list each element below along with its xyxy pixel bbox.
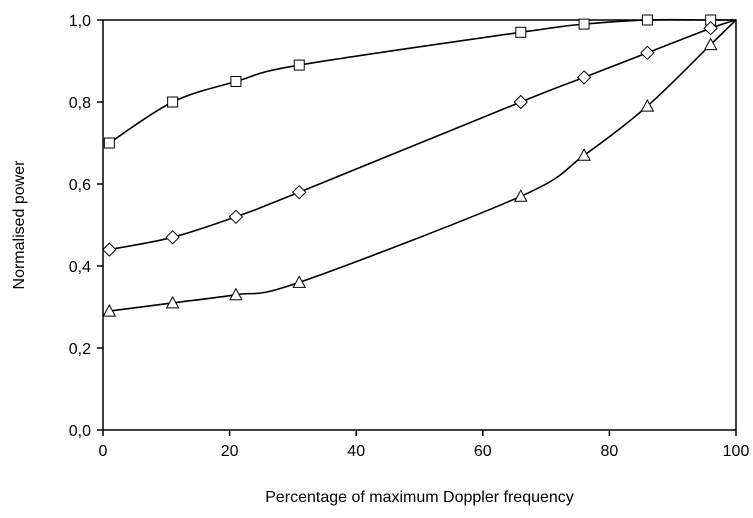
diamond-marker (513, 94, 528, 110)
x-tick-label: 60 (474, 443, 492, 460)
x-tick-label: 0 (99, 443, 108, 460)
square-marker (641, 14, 653, 26)
diamond-marker (703, 20, 718, 36)
square-marker (293, 59, 305, 71)
diamond-marker (102, 242, 117, 257)
x-axis-title: Percentage of maximum Doppler frequency (265, 489, 574, 506)
x-tick-label: 100 (723, 443, 750, 460)
y-tick-label: 0,0 (69, 423, 91, 440)
x-tick-label: 40 (347, 443, 365, 460)
triangle-marker (292, 275, 307, 288)
curves-layer (108, 18, 737, 312)
diamond-marker (228, 209, 244, 225)
diamond-series-line (109, 19, 737, 251)
triangle-marker (229, 287, 243, 301)
triangle-marker (513, 189, 528, 202)
square-marker (515, 26, 527, 38)
triangle-marker (165, 295, 180, 309)
triangle-marker (102, 304, 117, 317)
diamond-marker (576, 70, 592, 85)
ticks-layer: 0 20 40 60 80 100 0,0 0,2 0,4 0,6 0,8 1,0 (69, 13, 750, 460)
y-tick-label: 0,6 (69, 177, 91, 194)
markers-layer (102, 14, 718, 317)
triangle-series-line (109, 19, 737, 312)
square-marker (230, 76, 242, 87)
square-marker (103, 137, 115, 149)
plot-area (102, 19, 737, 431)
triangle-marker (640, 99, 655, 112)
x-tick-label: 80 (601, 443, 619, 460)
y-tick-label: 0,2 (69, 341, 91, 358)
triangle-marker (577, 148, 591, 161)
x-tick-label: 20 (221, 443, 239, 460)
square-series-line (108, 18, 736, 144)
y-axis-title: Normalised power (11, 160, 28, 290)
square-marker (167, 96, 179, 108)
diamond-marker (165, 230, 180, 245)
y-tick-label: 0,4 (69, 259, 91, 276)
diamond-marker (292, 184, 307, 200)
square-marker (578, 18, 590, 30)
y-tick-label: 1,0 (69, 13, 91, 30)
triangle-marker (703, 37, 718, 51)
diamond-marker (640, 45, 655, 61)
y-tick-label: 0,8 (69, 95, 91, 112)
